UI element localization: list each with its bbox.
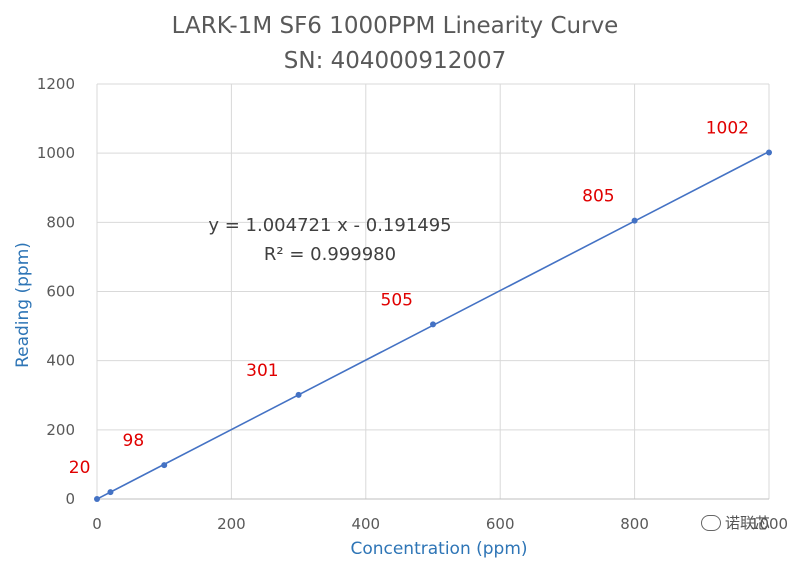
watermark: 诺联芯 (700, 512, 770, 533)
data-point (107, 489, 114, 496)
x-axis-title: Concentration (ppm) (350, 539, 527, 559)
y-tick-label: 800 (46, 213, 75, 231)
data-label: 98 (123, 431, 145, 451)
x-tick-label: 400 (351, 515, 380, 533)
data-label: 1002 (706, 118, 749, 138)
watermark-text: 诺联芯 (724, 514, 770, 532)
data-point (161, 462, 168, 469)
x-tick-label: 800 (620, 515, 649, 533)
y-tick-label: 1000 (37, 144, 75, 162)
x-tick-label: 600 (486, 515, 515, 533)
y-axis-ticks: 0 200 400 600 800 1000 1200 (37, 75, 75, 508)
chart-title: LARK-1M SF6 1000PPM Linearity Curve (172, 13, 619, 39)
y-tick-label: 600 (46, 283, 75, 301)
data-labels: 20 98 301 505 805 1002 (69, 118, 749, 478)
chat-bubble-icon (700, 514, 721, 531)
data-label: 505 (381, 290, 413, 310)
data-points (94, 149, 772, 502)
x-axis-ticks: 0 200 400 600 800 1000 (92, 515, 788, 533)
y-tick-label: 1200 (37, 75, 75, 93)
data-point (766, 149, 772, 156)
y-tick-label: 0 (65, 490, 75, 508)
y-tick-label: 400 (46, 352, 75, 370)
x-tick-label: 0 (92, 515, 102, 533)
data-point (94, 496, 100, 502)
y-tick-label: 200 (46, 421, 75, 439)
gridlines (96, 83, 770, 499)
data-point (631, 217, 638, 224)
data-point (430, 321, 436, 328)
x-tick-label: 1000 (750, 515, 788, 533)
data-label: 805 (582, 187, 614, 207)
y-axis-title: Reading (ppm) (13, 242, 33, 368)
equation-label: y = 1.004721 x - 0.191495 (208, 215, 451, 236)
data-point (295, 391, 302, 398)
data-label: 301 (246, 361, 278, 381)
data-label: 20 (69, 458, 91, 478)
chart-subtitle: SN: 404000912007 (284, 48, 506, 74)
r-squared-label: R² = 0.999980 (264, 244, 396, 265)
x-tick-label: 200 (217, 515, 246, 533)
